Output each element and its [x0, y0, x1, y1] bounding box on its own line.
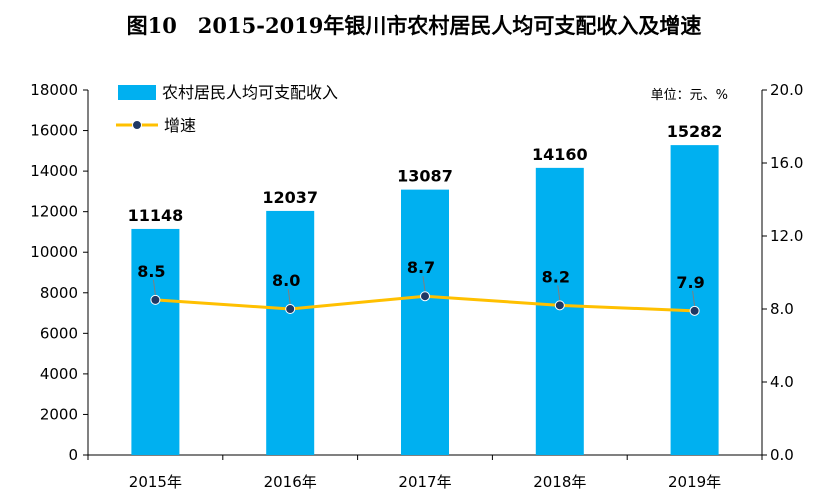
legend-label-rate: 增速	[164, 116, 196, 135]
rate-label-leader	[692, 290, 696, 306]
rate-series	[150, 291, 700, 316]
income-bar	[670, 145, 719, 456]
left-tick-label: 8000	[40, 284, 78, 302]
x-category-label: 2015年	[129, 473, 182, 491]
income-bar	[131, 228, 180, 455]
income-bar	[266, 210, 315, 455]
income-value-label: 13087	[397, 167, 453, 186]
income-value-label: 14160	[532, 145, 588, 164]
rate-label-leader	[152, 279, 156, 295]
x-category-label: 2019年	[668, 473, 721, 491]
x-category-label: 2017年	[398, 473, 451, 491]
right-tick-label: 4.0	[770, 373, 794, 391]
rate-marker	[554, 300, 565, 311]
rate-label-leader	[557, 285, 561, 301]
income-bar	[401, 189, 449, 455]
left-tick-label: 12000	[30, 203, 78, 221]
income-value-label: 15282	[667, 122, 723, 141]
left-tick-label: 6000	[40, 324, 78, 342]
rate-value-label: 8.0	[272, 271, 300, 290]
income-value-label: 12037	[262, 188, 318, 207]
left-axis: 0 2000 4000 6000 8000 10000 12000 14000 16000 180…	[30, 81, 89, 464]
left-tick-label: 10000	[30, 243, 78, 261]
left-tick-label: 0	[68, 446, 78, 464]
rate-value-label: 8.2	[542, 267, 570, 286]
right-tick-label: 0.0	[770, 446, 794, 464]
x-category-label: 2018年	[533, 473, 586, 491]
rate-marker	[150, 294, 161, 305]
left-tick-label: 2000	[40, 405, 78, 423]
x-category-label: 2016年	[264, 473, 317, 491]
rate-marker	[420, 291, 430, 302]
legend-swatch-income	[118, 85, 156, 100]
x-axis: 2015年 2016年 2017年 2018年 2019年	[87, 454, 763, 491]
chart-title: 图10 2015-2019年银川市农村居民人均可支配收入及增速	[127, 13, 702, 38]
data-labels: 11148 12037 13087 14160 15282 8.5 8.0 8.7 8.2 7.9	[128, 122, 723, 306]
left-tick-label: 4000	[40, 365, 78, 383]
rate-value-label: 8.5	[137, 262, 165, 281]
bar-series	[131, 145, 719, 456]
legend-marker-rate	[132, 120, 142, 130]
rate-marker	[285, 304, 296, 314]
right-tick-label: 12.0	[770, 227, 803, 245]
left-tick-label: 18000	[30, 81, 78, 99]
left-tick-label: 16000	[30, 122, 78, 140]
rate-value-label: 8.7	[407, 258, 435, 277]
left-tick-label: 14000	[30, 162, 78, 180]
income-bar	[535, 167, 584, 455]
legend: 农村居民人均可支配收入 增速	[116, 83, 338, 135]
rate-label-leader	[287, 288, 291, 305]
right-tick-label: 8.0	[770, 300, 794, 318]
rate-marker	[689, 305, 700, 316]
right-tick-label: 16.0	[770, 154, 803, 172]
income-value-label: 11148	[128, 206, 184, 225]
rate-value-label: 7.9	[676, 273, 704, 292]
legend-label-income: 农村居民人均可支配收入	[162, 83, 338, 102]
right-tick-label: 20.0	[770, 81, 803, 99]
rate-label-leader	[422, 276, 426, 292]
right-axis: 0.0 4.0 8.0 12.0 16.0 20.0	[761, 81, 803, 464]
unit-label: 单位：元、%	[651, 88, 728, 103]
